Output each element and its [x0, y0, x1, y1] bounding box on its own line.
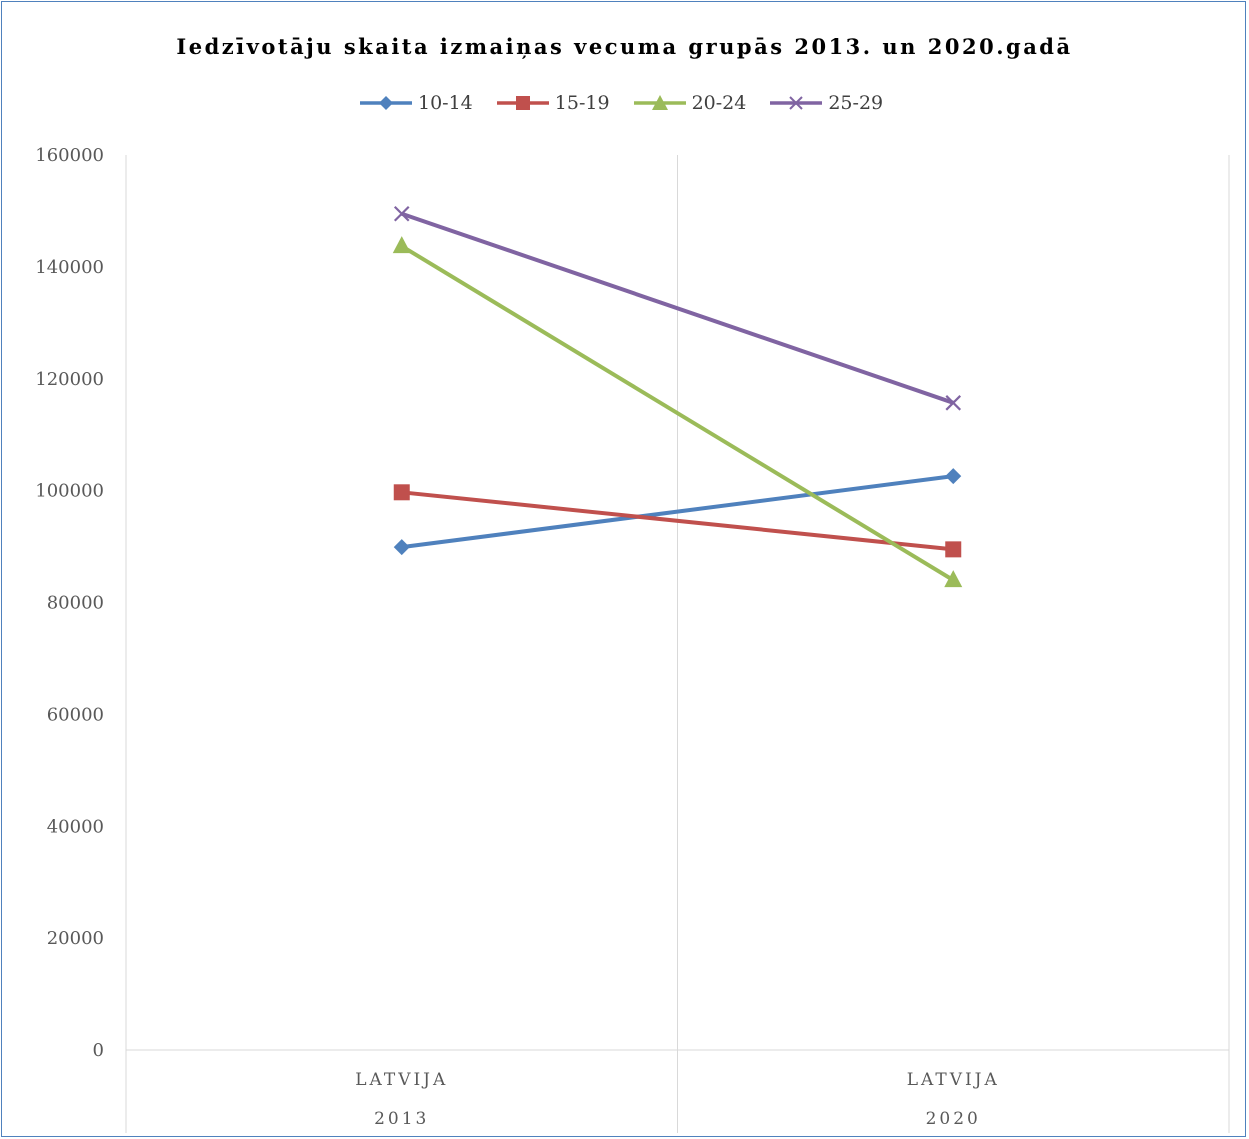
y-tick-label: 120000 [35, 369, 104, 390]
data-point-15-19 [945, 541, 962, 558]
series-line-10-14 [401, 474, 954, 550]
series-line-15-19 [401, 490, 954, 552]
data-point-25-29 [945, 395, 962, 411]
legend-label: 10-14 [418, 92, 473, 114]
legend-marker-square [496, 96, 549, 110]
y-tick-label: 80000 [47, 593, 104, 614]
data-point-10-14 [393, 539, 410, 556]
chart-legend: 10-14 15-19 20-24 25-29 [358, 88, 905, 118]
legend-item-15-19: 15-19 [495, 92, 610, 114]
y-tick-label: 100000 [35, 481, 104, 502]
data-point-10-14 [945, 468, 962, 485]
data-point-20-24 [944, 570, 963, 588]
legend-marker-diamond [360, 96, 412, 110]
legend-item-20-24: 20-24 [632, 92, 747, 114]
x-group-label: 2020 [926, 1109, 981, 1129]
y-tick-label: 60000 [47, 704, 104, 725]
legend-item-25-29: 25-29 [768, 92, 883, 114]
series-line-20-24 [400, 244, 955, 582]
y-tick-label: 40000 [47, 816, 104, 837]
data-point-15-19 [393, 484, 410, 501]
x-category-label: LATVIJA [355, 1070, 448, 1090]
legend-marker-x [770, 96, 823, 110]
x-group-label: 2013 [374, 1109, 429, 1129]
y-tick-label: 160000 [35, 145, 104, 166]
legend-marker-triangle [633, 95, 686, 110]
legend-label: 20-24 [691, 92, 747, 114]
chart-title: Iedzīvotāju skaita izmaiņas vecuma grupā… [176, 34, 1073, 59]
y-tick-label: 140000 [35, 257, 104, 278]
legend-label: 25-29 [828, 92, 884, 114]
x-category-label: LATVIJA [907, 1070, 1000, 1090]
data-point-25-29 [393, 205, 410, 222]
legend-label: 15-19 [554, 92, 610, 114]
y-tick-label: 0 [93, 1040, 104, 1061]
y-tick-label: 20000 [47, 928, 104, 949]
data-point-20-24 [392, 236, 411, 254]
legend-item-10-14: 10-14 [358, 92, 473, 114]
series-line-25-29 [401, 211, 954, 405]
